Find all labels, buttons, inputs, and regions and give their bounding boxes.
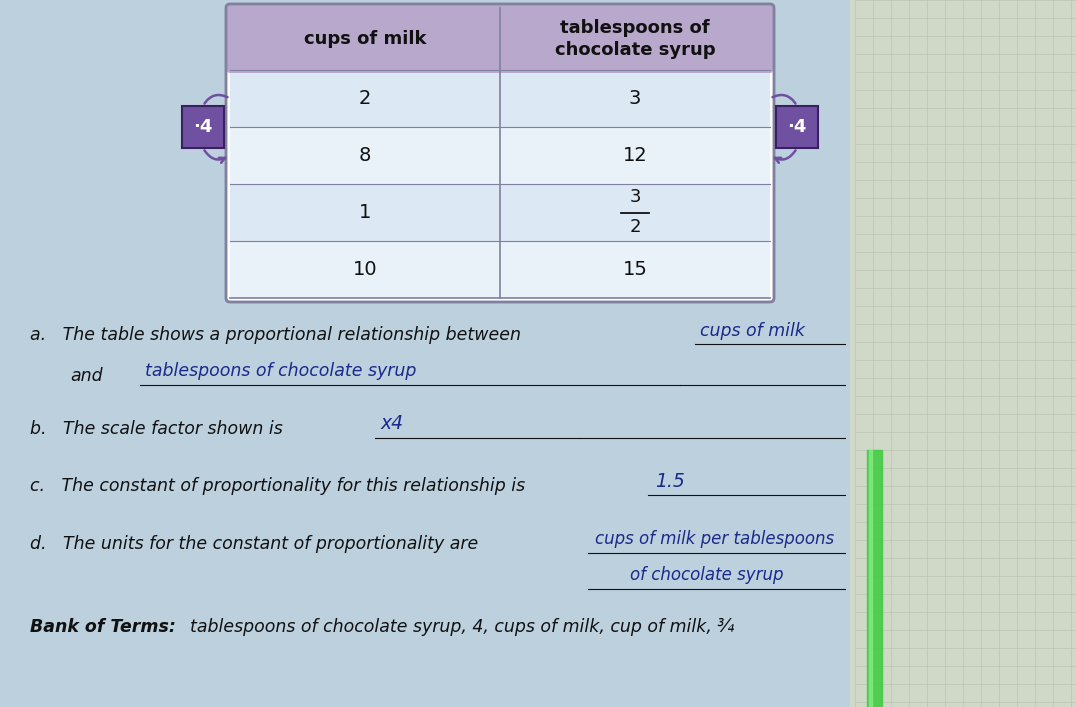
Text: tablespoons of chocolate syrup: tablespoons of chocolate syrup: [145, 362, 416, 380]
FancyBboxPatch shape: [230, 184, 770, 241]
FancyBboxPatch shape: [182, 106, 224, 148]
Text: tablespoons of chocolate syrup, 4, cups of milk, cup of milk, ¾: tablespoons of chocolate syrup, 4, cups …: [190, 617, 734, 636]
Text: d.   The units for the constant of proportionality are: d. The units for the constant of proport…: [30, 535, 478, 553]
Text: ·4: ·4: [788, 118, 807, 136]
Text: b.   The scale factor shown is: b. The scale factor shown is: [30, 419, 283, 438]
Text: 3: 3: [629, 189, 640, 206]
Text: c.   The constant of proportionality for this relationship is: c. The constant of proportionality for t…: [30, 477, 525, 495]
Text: x4: x4: [380, 414, 404, 433]
FancyBboxPatch shape: [230, 70, 770, 127]
FancyBboxPatch shape: [776, 106, 818, 148]
Text: ·4: ·4: [194, 118, 213, 136]
Text: a.   The table shows a proportional relationship between: a. The table shows a proportional relati…: [30, 326, 521, 344]
Text: cups of milk per tablespoons: cups of milk per tablespoons: [595, 530, 834, 548]
Text: and: and: [70, 367, 102, 385]
FancyBboxPatch shape: [850, 0, 1076, 707]
FancyBboxPatch shape: [230, 127, 770, 184]
Text: 12: 12: [623, 146, 648, 165]
Text: 1: 1: [358, 203, 371, 222]
FancyBboxPatch shape: [227, 5, 773, 73]
Text: cups of milk: cups of milk: [303, 30, 426, 48]
FancyBboxPatch shape: [226, 4, 774, 302]
Text: 8: 8: [358, 146, 371, 165]
Text: 10: 10: [353, 260, 378, 279]
Text: 3: 3: [628, 89, 641, 108]
Text: of chocolate syrup: of chocolate syrup: [631, 566, 783, 584]
Text: 2: 2: [358, 89, 371, 108]
Text: 15: 15: [623, 260, 648, 279]
Text: 2: 2: [629, 218, 640, 237]
Text: Bank of Terms:: Bank of Terms:: [30, 617, 175, 636]
Text: tablespoons of
chocolate syrup: tablespoons of chocolate syrup: [555, 19, 716, 59]
Text: 1.5: 1.5: [655, 472, 684, 491]
Text: cups of milk: cups of milk: [700, 322, 805, 340]
FancyBboxPatch shape: [230, 241, 770, 298]
